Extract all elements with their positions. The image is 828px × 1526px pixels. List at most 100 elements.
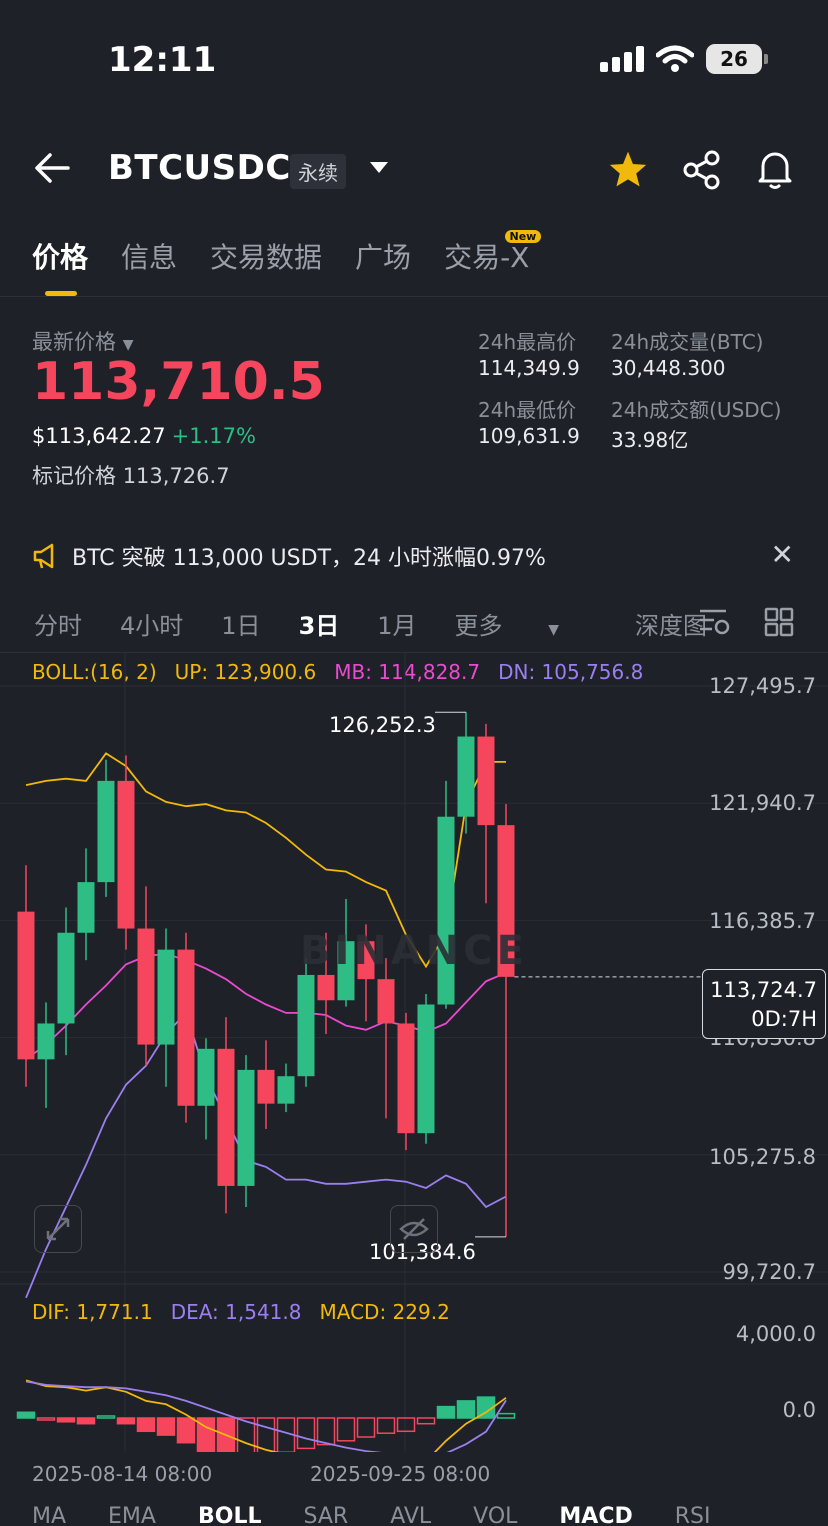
star-icon[interactable] — [608, 150, 648, 188]
status-time: 12:11 — [108, 40, 217, 80]
usd-price-row: $113,642.27 +1.17% — [32, 424, 256, 448]
candle-body — [277, 1076, 295, 1104]
tab-square[interactable]: 广场 — [355, 241, 412, 274]
candle-body — [397, 1023, 415, 1134]
price-axis-label: 121,940.7 — [709, 791, 816, 815]
macd-bar — [376, 1417, 396, 1434]
macd-bar — [356, 1417, 376, 1438]
expand-icon — [46, 1217, 70, 1241]
boll-params: BOLL:(16, 2) — [32, 660, 157, 684]
price-axis-label: 99,720.7 — [722, 1260, 816, 1284]
status-icons: 26 — [600, 44, 768, 74]
indicator-vol[interactable]: VOL — [473, 1504, 518, 1526]
candle-body — [57, 932, 75, 1024]
vol-usdc-label: 24h成交额(USDC) — [611, 398, 782, 422]
boll-up-line — [25, 752, 506, 969]
high-24h-label: 24h最高价 — [478, 330, 577, 354]
grid-layout-icon[interactable] — [764, 607, 794, 637]
high-annotation: 126,252.3 — [329, 713, 436, 737]
boll-legend: BOLL:(16, 2) UP: 123,900.6 MB: 114,828.7… — [32, 660, 643, 684]
interval-3d[interactable]: 3日 — [298, 612, 340, 640]
candle-body — [137, 928, 155, 1045]
date-label: 2025-09-25 08:00 — [310, 1462, 491, 1486]
mark-price-row: 标记价格 113,726.7 — [32, 460, 230, 490]
candle-body — [237, 1069, 255, 1186]
macd-axis-label: 0.0 — [782, 1398, 816, 1422]
close-icon[interactable]: ✕ — [770, 538, 794, 571]
macd-bar — [316, 1417, 336, 1446]
announcement-bar[interactable]: BTC 突破 113,000 USDT，24 小时涨幅0.97% — [32, 540, 546, 572]
vol-usdc-value: 33.98亿 — [611, 428, 689, 452]
macd-bar — [436, 1405, 456, 1419]
current-price-tag: 113,724.7 0D:7H — [702, 969, 826, 1039]
boll-dn: DN: 105,756.8 — [498, 660, 644, 684]
symbol-title[interactable]: BTCUSDC — [108, 148, 291, 188]
macd-bar — [396, 1417, 416, 1433]
indicator-avl[interactable]: AVL — [390, 1504, 432, 1526]
candle-body — [337, 941, 355, 1001]
candle-body — [497, 825, 515, 977]
bell-icon[interactable] — [755, 148, 795, 190]
latest-price-label[interactable]: 最新价格 ▼ — [32, 326, 133, 356]
chart-top-divider — [0, 652, 828, 653]
interval-1m[interactable]: 1月 — [377, 612, 417, 640]
macd-axis-label: 4,000.0 — [735, 1322, 816, 1346]
high-24h-value: 114,349.9 — [478, 356, 580, 380]
indicator-ema[interactable]: EMA — [108, 1504, 156, 1526]
back-arrow-icon[interactable] — [34, 152, 70, 184]
price-axis-label: 116,385.7 — [709, 909, 816, 933]
hide-button[interactable] — [390, 1205, 438, 1253]
interval-4h[interactable]: 4小时 — [120, 612, 184, 640]
candle-body — [297, 974, 315, 1077]
share-icon[interactable] — [682, 150, 722, 190]
announcement-text: BTC 突破 113,000 USDT，24 小时涨幅0.97% — [72, 546, 546, 571]
candle-body — [257, 1069, 275, 1104]
chart-settings-icon[interactable] — [698, 607, 730, 637]
tab-trading-data[interactable]: 交易数据 — [210, 241, 323, 274]
expand-button[interactable] — [34, 1205, 82, 1253]
indicator-ma[interactable]: MA — [32, 1504, 67, 1526]
candle-body — [77, 882, 95, 933]
caret-down-icon: ▼ — [122, 337, 134, 353]
candle-body — [177, 949, 195, 1106]
candle-countdown: 0D:7H — [751, 1007, 817, 1031]
candle-body — [97, 780, 115, 883]
candle-body — [417, 1004, 435, 1134]
indicator-boll[interactable]: BOLL — [197, 1504, 262, 1526]
interval-1d[interactable]: 1日 — [221, 612, 261, 640]
macd-bar — [156, 1417, 176, 1436]
candle-body — [437, 816, 455, 1005]
macd-bar — [296, 1417, 316, 1450]
wifi-icon — [656, 45, 694, 72]
depth-chart[interactable]: 深度图 — [634, 612, 707, 640]
active-tab-indicator — [45, 291, 77, 296]
tab-info[interactable]: 信息 — [121, 241, 178, 274]
tab-trade-x-label: 交易-X — [444, 241, 530, 274]
main-tabs: 价格 信息 交易数据 广场 交易-X New — [32, 230, 542, 276]
interval-time[interactable]: 分时 — [34, 612, 82, 640]
contract-type-badge: 永续 — [290, 154, 346, 189]
candlestick-chart[interactable] — [0, 652, 828, 1452]
candle-body — [17, 911, 35, 1060]
tab-price[interactable]: 价格 — [32, 241, 89, 274]
indicator-sar[interactable]: SAR — [303, 1504, 349, 1526]
price-axis-label: 105,275.8 — [709, 1145, 816, 1169]
candle-body — [197, 1048, 215, 1106]
macd-bar — [476, 1396, 496, 1419]
chevron-down-icon[interactable] — [370, 162, 388, 174]
macd-bar — [456, 1400, 476, 1419]
indicator-rsi[interactable]: RSI — [674, 1504, 711, 1526]
macd-bar — [416, 1417, 436, 1425]
vol-btc-label: 24h成交量(BTC) — [611, 330, 764, 354]
low-24h-label: 24h最低价 — [478, 398, 577, 422]
indicator-macd[interactable]: MACD — [559, 1504, 633, 1526]
macd-bar — [36, 1417, 56, 1421]
signal-icon — [600, 46, 644, 72]
date-label: 2025-08-14 08:00 — [32, 1462, 213, 1486]
indicator-tabs: MA EMA BOLL SAR AVL VOL MACD RSI — [32, 1504, 752, 1526]
new-badge: New — [504, 230, 542, 243]
interval-more[interactable]: 更多 ▼ — [455, 606, 597, 641]
tab-trade-x[interactable]: 交易-X New — [444, 230, 542, 276]
candle-body — [357, 941, 375, 980]
macd-legend: DIF: 1,771.1 DEA: 1,541.8 MACD: 229.2 — [32, 1300, 450, 1324]
